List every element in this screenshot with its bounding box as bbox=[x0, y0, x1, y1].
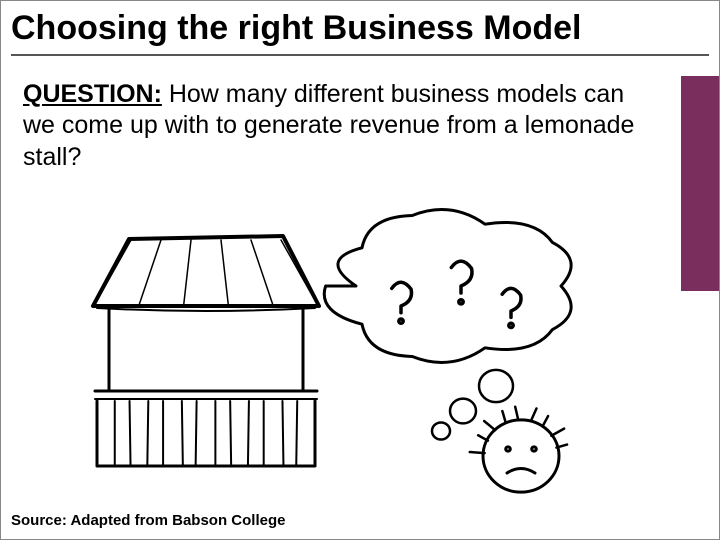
question-label: QUESTION: bbox=[23, 80, 162, 108]
slide-container: Choosing the right Business Model QUESTI… bbox=[0, 0, 720, 540]
source-text: Source: Adapted from Babson College bbox=[11, 512, 285, 529]
sketch-illustration bbox=[81, 196, 641, 506]
question-block: QUESTION: How many different business mo… bbox=[23, 79, 643, 173]
slide-title: Choosing the right Business Model bbox=[11, 9, 709, 56]
accent-bar bbox=[681, 76, 719, 291]
